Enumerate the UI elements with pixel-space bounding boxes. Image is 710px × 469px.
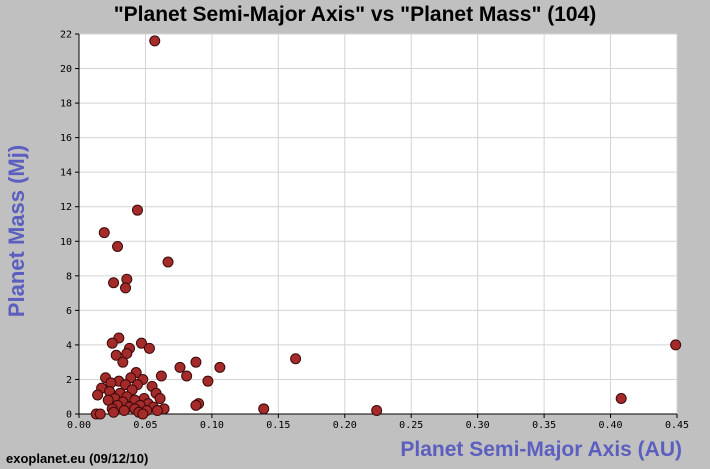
data-point — [151, 405, 163, 417]
data-point — [149, 35, 161, 47]
data-point — [174, 361, 186, 373]
x-tick-label: 0.40 — [599, 420, 623, 431]
y-tick-label: 12 — [60, 202, 72, 213]
plot-area — [79, 34, 677, 414]
data-point — [155, 370, 167, 382]
y-tick-label: 0 — [66, 410, 72, 421]
data-point — [371, 405, 383, 417]
data-point — [154, 392, 166, 404]
data-point — [112, 240, 124, 252]
data-point — [131, 204, 143, 216]
data-points — [90, 35, 682, 420]
y-tick-label: 10 — [60, 237, 72, 248]
data-point — [181, 370, 193, 382]
data-point — [615, 392, 627, 404]
y-tick-label: 2 — [66, 375, 72, 386]
data-point — [110, 349, 122, 361]
x-tick-label: 0.45 — [665, 420, 689, 431]
y-tick-label: 22 — [60, 30, 72, 41]
data-point — [137, 408, 149, 420]
x-axis-label: Planet Semi-Major Axis (AU) — [400, 438, 682, 461]
data-point — [190, 399, 202, 411]
data-point — [94, 408, 106, 420]
data-point — [108, 277, 120, 289]
y-tick-label: 18 — [60, 99, 72, 110]
data-point — [98, 227, 110, 239]
y-axis-label: Planet Mass (Mj) — [4, 144, 29, 318]
data-point — [670, 339, 682, 351]
data-point — [120, 282, 132, 294]
x-tick-label: 0.20 — [333, 420, 357, 431]
x-tick-label: 0.30 — [466, 420, 490, 431]
data-point — [214, 361, 226, 373]
data-point — [108, 406, 120, 418]
y-tick-label: 20 — [60, 64, 72, 75]
data-point — [202, 375, 214, 387]
y-tick-label: 6 — [66, 306, 72, 317]
x-tick-label: 0.05 — [133, 420, 157, 431]
data-point — [143, 342, 155, 354]
data-point — [92, 389, 104, 401]
y-tick-label: 16 — [60, 133, 72, 144]
data-point — [118, 405, 130, 417]
data-point — [135, 337, 147, 349]
x-tick-label: 0.10 — [200, 420, 224, 431]
axes: 0 2 4 6 8 10 12 14 16 18 20 22 0.00 0.05 0.10 0.15 0.20 0… — [60, 30, 689, 432]
x-tick-label: 0.35 — [532, 420, 556, 431]
data-point — [190, 356, 202, 368]
data-point — [290, 353, 302, 365]
source-credit: exoplanet.eu (09/12/10) — [6, 451, 149, 466]
y-tick-label: 4 — [66, 340, 72, 351]
data-point — [117, 356, 129, 368]
data-point — [258, 403, 270, 415]
x-tick-label: 0.25 — [399, 420, 423, 431]
data-point — [106, 337, 118, 349]
x-tick-label: 0.00 — [67, 420, 91, 431]
x-tick-label: 0.15 — [266, 420, 290, 431]
y-tick-label: 8 — [66, 271, 72, 282]
y-tick-label: 14 — [60, 168, 72, 179]
chart-title: "Planet Semi-Major Axis" vs "Planet Mass… — [113, 3, 597, 26]
data-point — [162, 256, 174, 268]
